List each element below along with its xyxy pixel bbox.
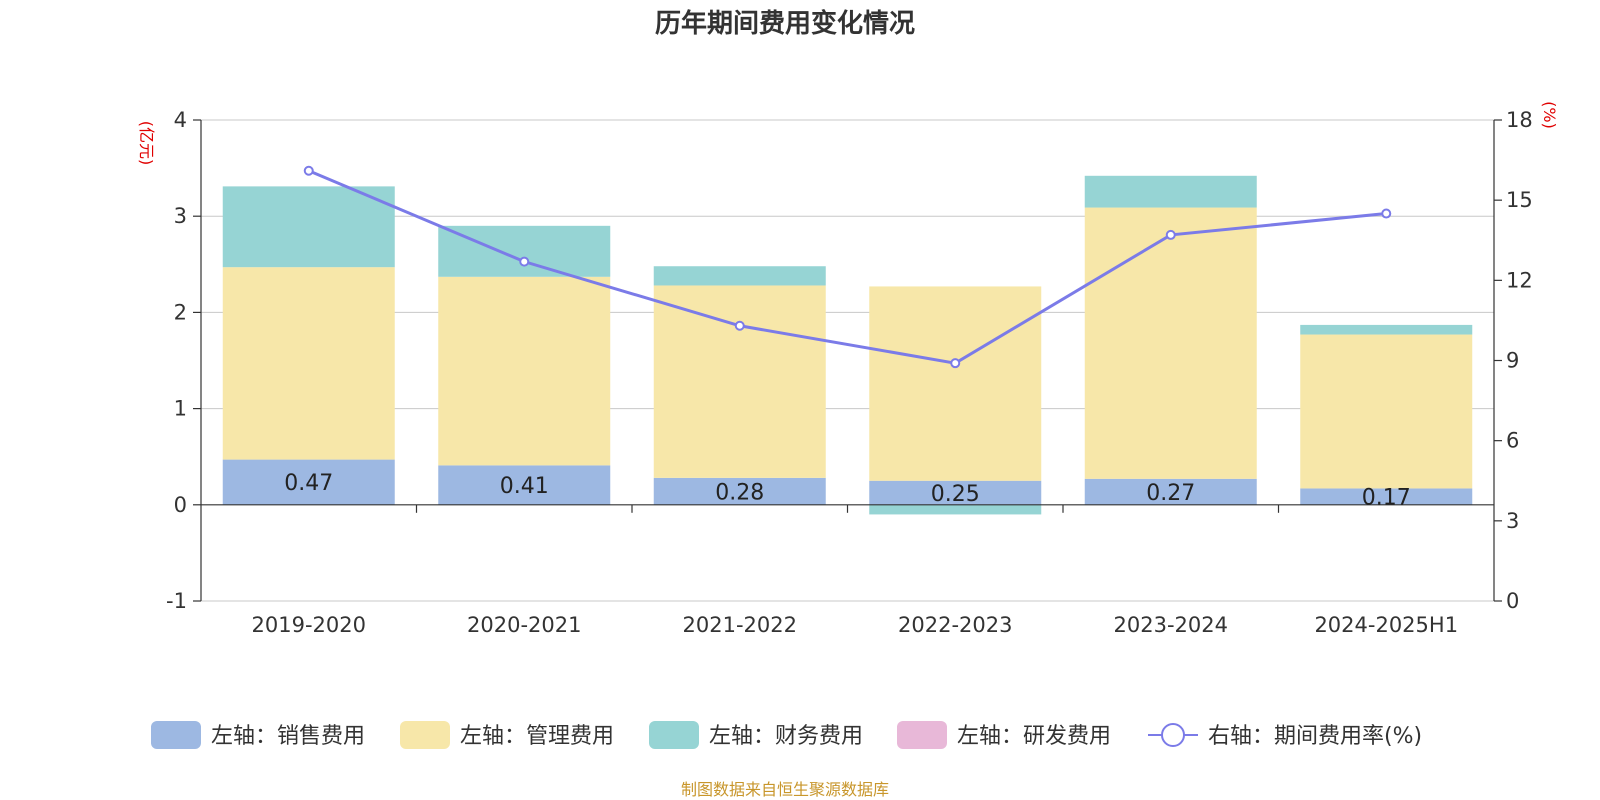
chart-title: 历年期间费用变化情况 [655, 8, 915, 39]
x-tick-label: 2022-2023 [898, 613, 1012, 637]
bar-admin [653, 285, 826, 478]
bar-admin [222, 267, 395, 460]
legend-swatch-sales [151, 721, 201, 749]
x-tick-label: 2019-2020 [252, 613, 366, 637]
bar-finance [222, 186, 395, 268]
left-tick-label: -1 [166, 589, 187, 613]
legend-swatch-admin [400, 721, 450, 749]
right-tick-label: 12 [1506, 268, 1533, 292]
left-tick-label: 3 [174, 204, 187, 228]
rate-line-path [308, 169, 1387, 365]
x-tick-label: 2020-2021 [467, 613, 581, 637]
rate-point [734, 320, 745, 331]
bar-admin [869, 286, 1042, 481]
right-tick-label: 18 [1506, 108, 1533, 132]
x-tick-label: 2024-2025H1 [1314, 613, 1458, 637]
left-tick-label: 4 [174, 108, 187, 132]
data-label: 0.28 [715, 480, 764, 505]
legend-swatch-finance [649, 721, 699, 749]
data-label: 0.17 [1362, 486, 1411, 511]
data-labels: 0.47 0.41 0.28 0.25 0.27 0.17 [284, 471, 1410, 510]
legend-label: 左轴：研发费用 [957, 724, 1111, 749]
rate-point [519, 256, 530, 267]
bar-sales [438, 465, 611, 505]
bar-finance [1084, 175, 1257, 208]
right-tick-label: 9 [1506, 349, 1519, 373]
bar-finance [869, 504, 1042, 515]
bar-finance [438, 225, 611, 277]
legend-label: 左轴：财务费用 [709, 724, 863, 749]
legend-marker-rate [1161, 723, 1185, 747]
right-tick-label: 0 [1506, 589, 1519, 613]
right-axis-unit: (%) [1540, 101, 1559, 129]
bar-sales [653, 477, 826, 505]
bar-admin [1084, 207, 1257, 479]
left-tick-label: 2 [174, 300, 187, 324]
bar-finance [653, 266, 826, 286]
source-note: 制图数据来自恒生聚源数据库 [681, 780, 889, 799]
bar-sales [1084, 478, 1257, 505]
bar-finance [1300, 324, 1473, 335]
x-tick-label: 2023-2024 [1114, 613, 1228, 637]
rate-point [303, 165, 314, 176]
legend-label: 左轴：销售费用 [211, 724, 365, 749]
left-tick-label: 0 [174, 493, 187, 517]
data-label: 0.27 [1146, 481, 1195, 506]
legend-label: 右轴：期间费用率(%) [1208, 724, 1422, 749]
bar-sales [222, 459, 395, 505]
bar-sales [1300, 488, 1473, 505]
rate-point [950, 358, 961, 369]
data-label: 0.41 [500, 474, 549, 499]
rate-point [1381, 208, 1392, 219]
gridlines [201, 119, 1494, 602]
bar-admin [1300, 334, 1473, 489]
bar-admin [438, 276, 611, 466]
right-tick-label: 15 [1506, 188, 1533, 212]
left-axis-unit: (亿元) [137, 121, 156, 166]
legend-swatch-rnd [897, 721, 947, 749]
right-tick-label: 3 [1506, 509, 1519, 533]
x-tick-label: 2021-2022 [683, 613, 797, 637]
legend: 左轴：销售费用 左轴：管理费用 左轴：财务费用 左轴：研发费用 右轴：期间费用率(%) [151, 721, 1422, 749]
legend-label: 左轴：管理费用 [460, 724, 614, 749]
rate-line [303, 165, 1392, 369]
data-label: 0.47 [284, 471, 333, 496]
data-label: 0.25 [931, 482, 980, 507]
right-tick-label: 6 [1506, 429, 1519, 453]
bars [222, 175, 1473, 515]
rate-point [1165, 229, 1176, 240]
bar-sales [869, 480, 1042, 505]
left-tick-label: 1 [174, 397, 187, 421]
